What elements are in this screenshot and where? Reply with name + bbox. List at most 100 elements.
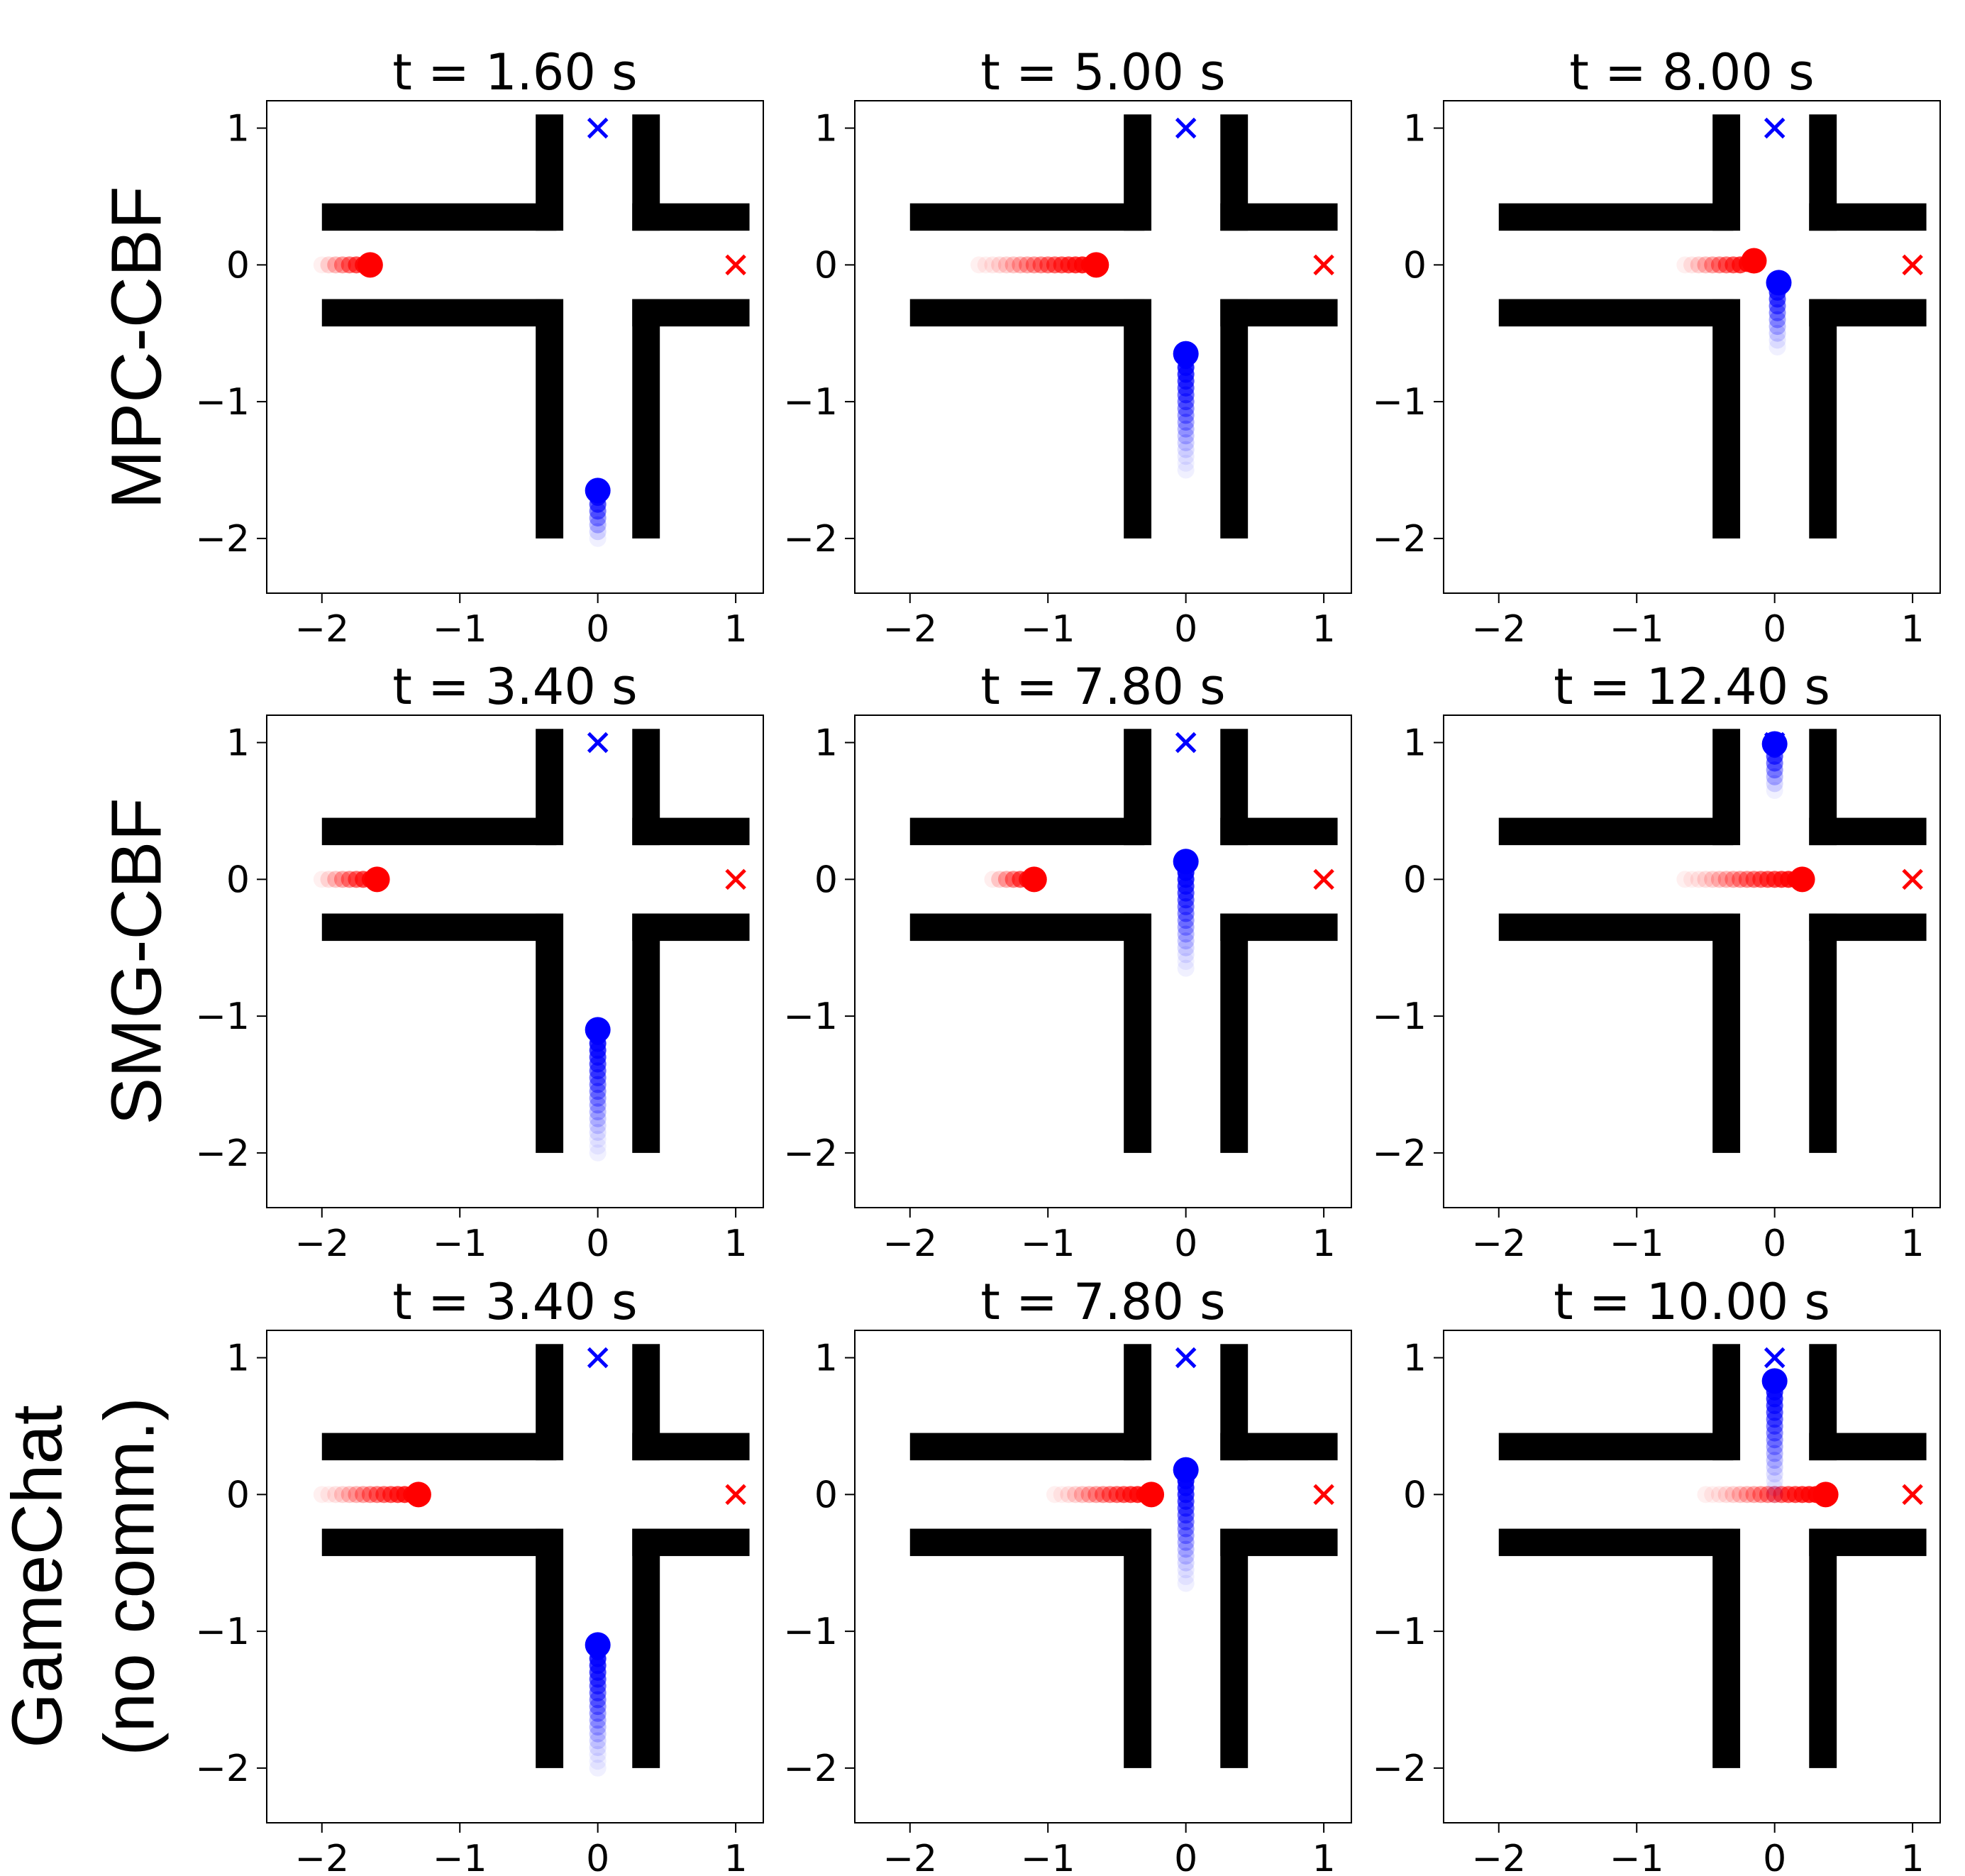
x-tick-label: 0: [1174, 1838, 1197, 1876]
row-label-2: SMG-CBF: [96, 798, 176, 1125]
wall: [1498, 817, 1734, 846]
y-tick-label: 0: [226, 859, 250, 901]
red-agent-point: [1697, 871, 1715, 888]
blue-agent-point: [1766, 1438, 1783, 1455]
red-agent-point: [1717, 871, 1735, 888]
red-agent-point-current: [405, 1482, 431, 1508]
wall: [1712, 114, 1741, 231]
red-agent-point: [1095, 1486, 1112, 1503]
blue-agent-point: [1766, 1452, 1783, 1469]
wall: [536, 1528, 564, 1768]
subplot-3-2: t = 7.80 s −2 −1 0 1 1 0 −1 −2: [783, 1273, 1352, 1876]
subplot-1-3: t = 8.00 s −2 −1 0 1 1 0 −1 −2: [1372, 43, 1941, 651]
blue-agent-point: [1177, 1520, 1195, 1538]
red-agent-point: [1690, 256, 1707, 274]
wall: [1498, 1433, 1734, 1461]
blue-agent-point: [589, 1753, 607, 1770]
y-tick-label: −1: [783, 381, 838, 424]
subplot-title: t = 5.00 s: [980, 43, 1225, 101]
wall: [1220, 913, 1249, 1153]
blue-agent-point-current: [585, 478, 611, 504]
red-agent-point-current: [1789, 866, 1815, 893]
red-goal-marker: [1313, 868, 1334, 890]
red-goal-marker: [725, 1484, 746, 1506]
wall: [1220, 1528, 1249, 1768]
blue-agent-point: [589, 1130, 607, 1148]
blue-agent-point: [589, 1117, 607, 1135]
y-tick-label: −2: [783, 518, 838, 561]
blue-agent-point: [1177, 461, 1195, 479]
axes-frame: [1443, 1330, 1941, 1823]
wall: [1809, 729, 1837, 846]
red-agent-point-current: [357, 252, 383, 278]
blue-agent-point-current: [1173, 849, 1199, 875]
red-agent-point: [997, 256, 1015, 274]
red-agent-point: [313, 256, 331, 274]
y-tick-label: −1: [195, 1611, 250, 1653]
y-tick-label: 0: [1403, 244, 1427, 287]
y-tick-label: 1: [226, 108, 250, 150]
red-agent-point: [327, 1486, 345, 1503]
x-tick-label: 1: [724, 1223, 748, 1265]
wall: [1124, 1344, 1152, 1461]
y-tick-label: −2: [783, 1748, 838, 1790]
wall: [321, 1528, 557, 1557]
red-agent-point: [341, 1486, 358, 1503]
blue-agent-point: [1766, 1472, 1783, 1490]
y-tick-label: 1: [814, 108, 838, 150]
wall: [1712, 913, 1741, 1153]
y-tick-label: −1: [1372, 1611, 1427, 1653]
red-agent-point: [1704, 1486, 1722, 1503]
y-tick-label: −2: [195, 1132, 250, 1175]
y-tick-label: 1: [226, 722, 250, 765]
red-agent-point: [991, 256, 1009, 274]
wall: [1809, 1344, 1837, 1461]
red-agent-point: [327, 256, 345, 274]
red-agent-point: [1704, 256, 1722, 274]
subplot-title: t = 7.80 s: [980, 658, 1225, 716]
wall: [536, 1344, 564, 1461]
red-agent-point: [977, 256, 995, 274]
y-tick-label: 1: [1403, 1337, 1427, 1380]
axes-frame: [266, 1330, 764, 1823]
red-agent-point: [1725, 1486, 1742, 1503]
blue-agent-point: [1177, 420, 1195, 438]
wall: [1220, 729, 1249, 846]
wall: [632, 913, 660, 1153]
red-agent-point: [313, 1486, 331, 1503]
blue-agent-point: [589, 1711, 607, 1729]
wall: [1712, 1344, 1741, 1461]
red-agent-point: [327, 871, 345, 888]
wall: [1498, 299, 1734, 327]
subplot-2-1: t = 3.40 s −2 −1 0 1 1 0 −1 −2: [195, 658, 764, 1265]
blue-agent-point: [1766, 1479, 1783, 1496]
blue-agent-point: [1766, 1431, 1783, 1449]
blue-agent-point: [589, 1725, 607, 1743]
red-agent-point-current: [364, 866, 390, 893]
red-agent-point-current: [1741, 248, 1767, 274]
red-agent-point: [1710, 871, 1728, 888]
subplot-3-3: t = 10.00 s −2 −1 0 1 1 0 −1 −2: [1372, 1273, 1941, 1876]
y-tick-label: −2: [1372, 1748, 1427, 1790]
subplot-title: t = 8.00 s: [1569, 43, 1814, 101]
blue-agent-point: [589, 1083, 607, 1100]
y-tick-label: 1: [814, 722, 838, 765]
red-agent-point: [1717, 1486, 1735, 1503]
blue-agent-point-current: [585, 1632, 611, 1658]
x-tick-label: −1: [1610, 1223, 1664, 1265]
x-tick-label: −2: [294, 608, 349, 651]
row-label-1: MPC-CBF: [96, 186, 176, 509]
wall: [1220, 114, 1249, 231]
blue-agent-point: [1768, 338, 1786, 355]
subplot-title: t = 3.40 s: [392, 1273, 637, 1331]
blue-agent-point-current: [1766, 270, 1792, 296]
red-agent-point: [1704, 871, 1722, 888]
blue-agent-point: [589, 1718, 607, 1736]
x-tick-label: −2: [294, 1223, 349, 1265]
blue-agent-point: [1177, 925, 1195, 943]
subplot-title: t = 7.80 s: [980, 1273, 1225, 1331]
y-tick-label: 1: [1403, 108, 1427, 150]
red-goal-marker: [1902, 1484, 1923, 1506]
red-agent-point: [970, 256, 987, 274]
blue-agent-point: [1766, 1486, 1783, 1503]
